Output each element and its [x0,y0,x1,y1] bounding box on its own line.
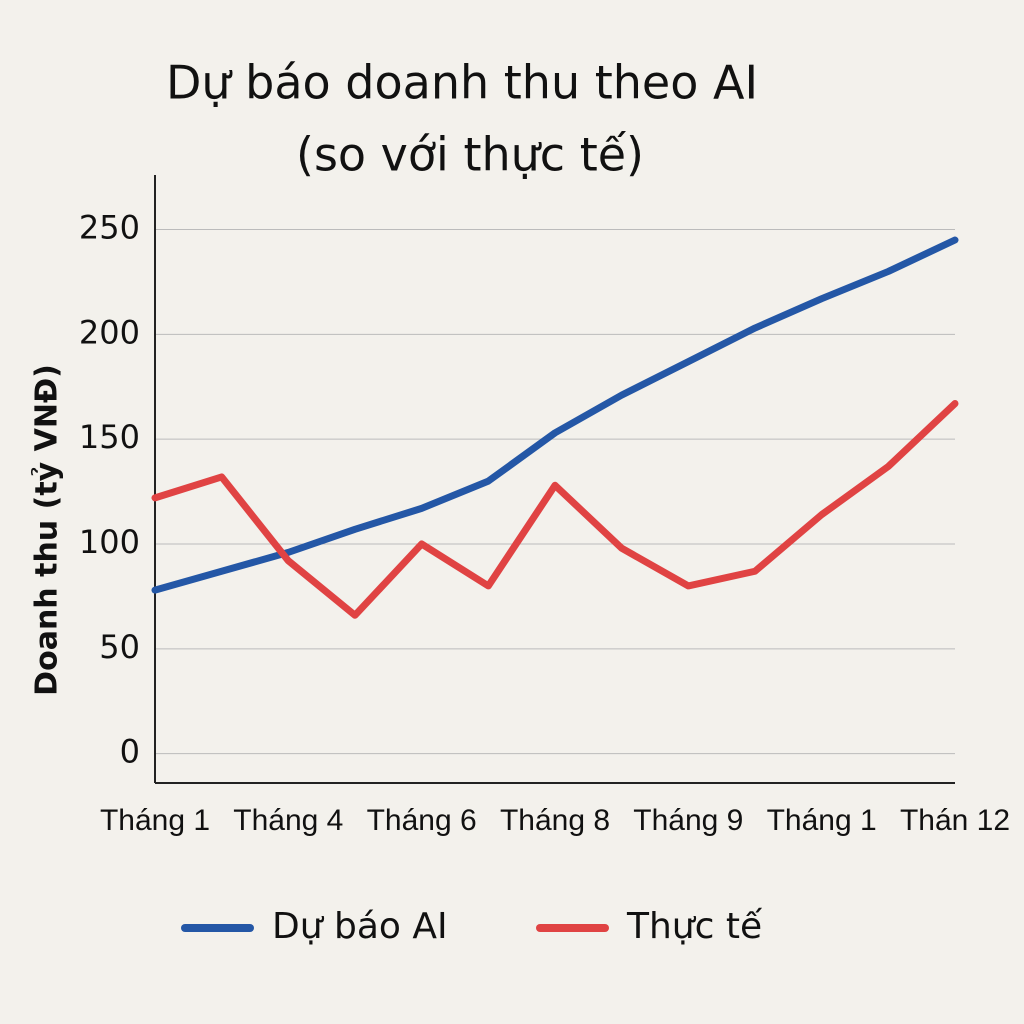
y-tick-label: 0 [120,733,140,771]
x-tick-label: Tháng 6 [367,804,477,837]
y-axis-label: Doanh thu (tỷ VNĐ) [30,364,65,696]
legend-label: Thực tế [626,906,763,947]
x-tick-label: Tháng 1 [767,804,877,837]
y-tick-label: 250 [79,209,140,247]
line-series [151,236,959,594]
y-tick-label: 150 [79,418,140,456]
chart-title: Dự báo doanh thu theo AI [166,56,758,110]
x-tick-label: Tháng 9 [633,804,743,837]
y-tick-label: 50 [99,628,140,666]
x-tick-label: Thán 12 [900,804,1010,837]
y-tick-label: 200 [79,313,140,351]
legend-label: Dự báo AI [272,906,448,947]
line-series [151,400,959,619]
x-tick-label: Tháng 4 [233,804,343,837]
y-tick-label: 100 [79,523,140,561]
chart-subtitle: (so với thực tế) [296,128,644,182]
x-tick-label: Tháng 1 [100,804,210,837]
x-tick-label: Tháng 8 [500,804,610,837]
